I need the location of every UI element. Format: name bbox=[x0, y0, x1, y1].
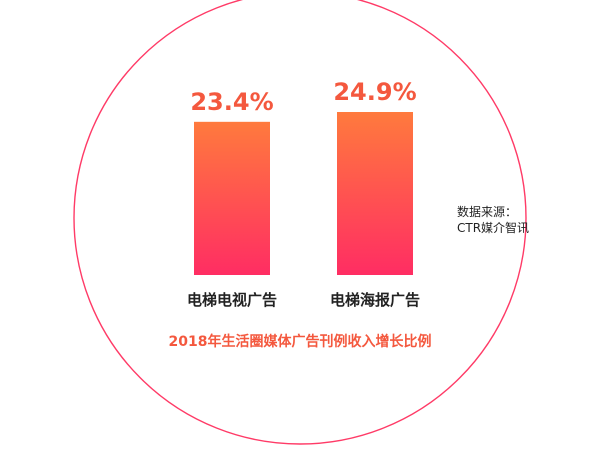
value-label-2: 24.9% bbox=[333, 78, 416, 106]
chart-title: 2018年生活圈媒体广告刊例收入增长比例 bbox=[169, 333, 432, 350]
source-label: 数据来源： bbox=[457, 205, 518, 219]
category-label-1: 电梯电视广告 bbox=[187, 291, 277, 309]
bar-1 bbox=[194, 121, 270, 275]
bars-layer: 23.4% 电梯电视广告 24.9% 电梯海报广告 bbox=[187, 78, 420, 309]
category-label-2: 电梯海报广告 bbox=[330, 291, 420, 309]
source-name: CTR媒介智讯 bbox=[457, 221, 530, 235]
bar-2 bbox=[337, 112, 413, 275]
value-label-1: 23.4% bbox=[190, 88, 273, 116]
source-note: 数据来源： CTR媒介智讯 bbox=[457, 204, 529, 236]
background-circle bbox=[73, 0, 527, 445]
